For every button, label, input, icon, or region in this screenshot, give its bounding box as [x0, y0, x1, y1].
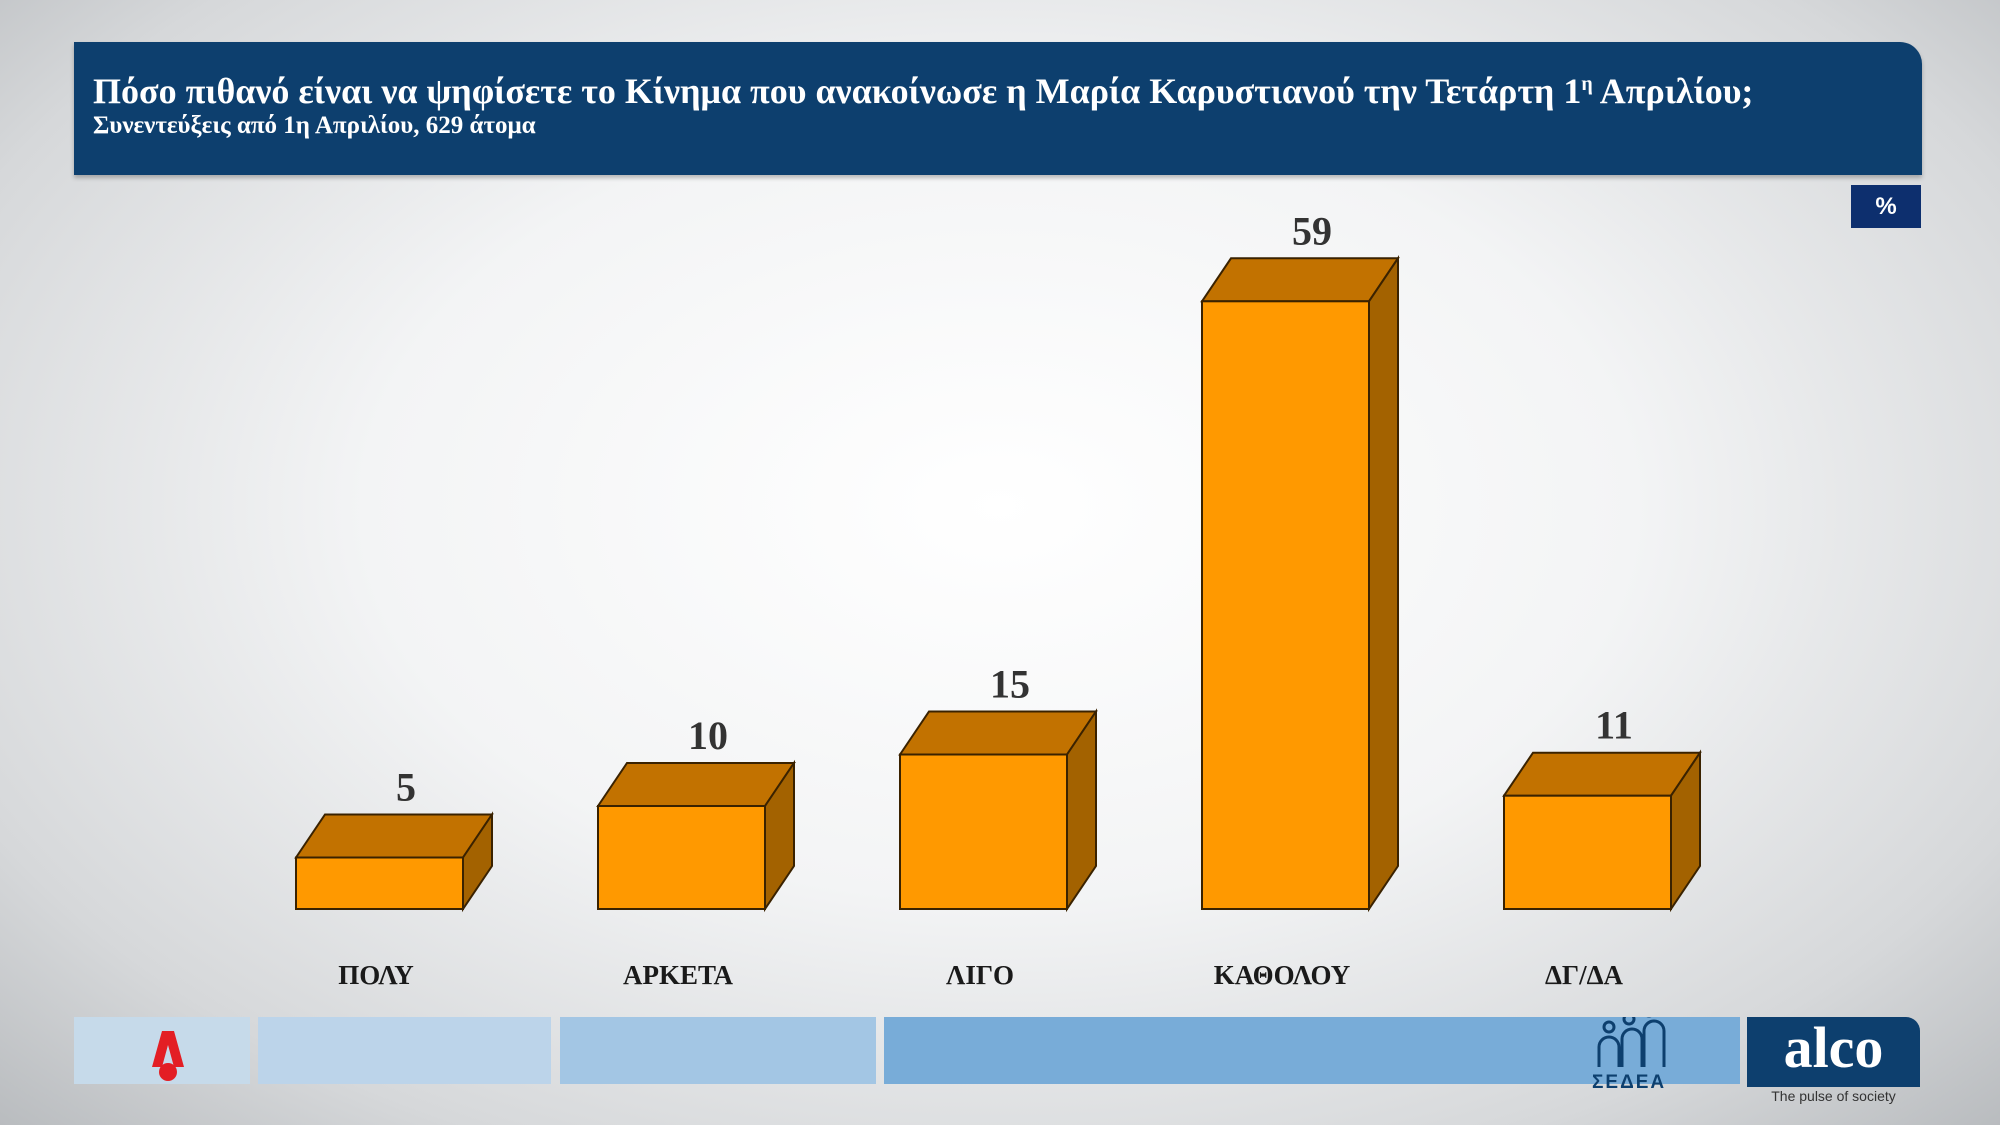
title-banner: Πόσο πιθανό είναι να ψηφίσετε το Κίνημα … — [74, 42, 1922, 175]
footer-segment-1 — [74, 1017, 250, 1084]
category-label: ΔΓ/ΔΑ — [1544, 960, 1624, 990]
bar-top-face — [596, 762, 796, 807]
bar-side-face — [1368, 255, 1399, 913]
data-label: 10 — [688, 713, 728, 758]
category-label: ΠΟΛΥ — [338, 960, 414, 990]
bar-top-face — [1502, 751, 1702, 797]
bar-top-face — [294, 813, 494, 859]
footer-segment-4 — [884, 1004, 1740, 1084]
footer-segment-2 — [258, 1017, 551, 1084]
bar — [1201, 300, 1370, 910]
data-label: 11 — [1595, 703, 1633, 748]
data-label: 15 — [990, 662, 1030, 707]
data-label: 5 — [396, 765, 416, 810]
bar-top-face — [898, 710, 1098, 756]
unit-badge: % — [1851, 185, 1921, 228]
chart-title: Πόσο πιθανό είναι να ψηφίσετε το Κίνημα … — [93, 71, 1754, 111]
bar — [1503, 794, 1672, 911]
category-label: ΛΙΓΟ — [945, 960, 1015, 990]
alco-tagline: The pulse of society — [1771, 1088, 1896, 1104]
footer-segment-3 — [560, 1017, 876, 1084]
category-label: ΚΑΘΟΛΟΥ — [1213, 960, 1351, 990]
alpha-logo-icon — [152, 1031, 184, 1081]
chart-subtitle: Συνεντεύξεις από 1η Απριλίου, 629 άτομα — [93, 112, 536, 139]
bar — [295, 856, 464, 910]
bar — [899, 753, 1068, 910]
bar — [597, 805, 766, 910]
category-label: ΑΡΚΕΤΑ — [623, 960, 733, 990]
bar-top-face — [1200, 257, 1400, 303]
alco-logo: alco — [1747, 1017, 1920, 1087]
sedea-logo-text: ΣΕΔΕΑ — [1592, 1072, 1667, 1093]
data-label: 59 — [1292, 208, 1332, 253]
